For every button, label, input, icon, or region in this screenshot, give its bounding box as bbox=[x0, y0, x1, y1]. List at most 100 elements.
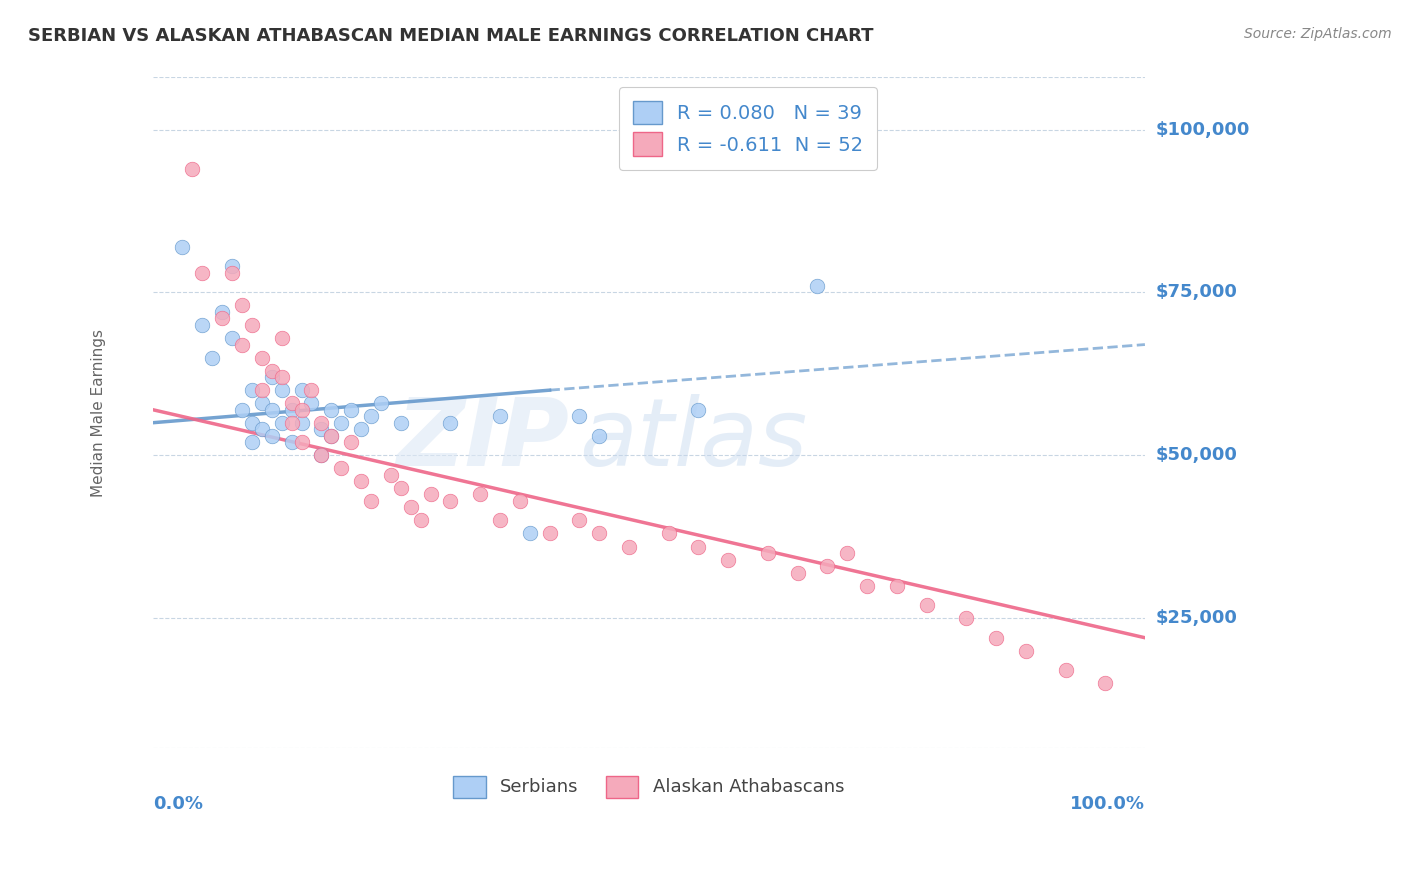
Point bbox=[240, 318, 263, 332]
Point bbox=[856, 579, 879, 593]
Point bbox=[311, 448, 333, 462]
Point bbox=[806, 279, 828, 293]
Text: $50,000: $50,000 bbox=[1156, 446, 1237, 465]
Point bbox=[340, 402, 363, 417]
Point bbox=[250, 422, 273, 436]
Point bbox=[330, 461, 353, 475]
Point bbox=[409, 513, 432, 527]
Point bbox=[955, 611, 977, 625]
Point bbox=[191, 318, 214, 332]
Legend: Serbians, Alaskan Athabascans: Serbians, Alaskan Athabascans bbox=[444, 766, 853, 806]
Point bbox=[588, 526, 610, 541]
Point bbox=[1094, 676, 1116, 690]
Point bbox=[568, 513, 591, 527]
Point bbox=[290, 435, 312, 450]
Point bbox=[240, 435, 263, 450]
Point bbox=[1015, 644, 1038, 658]
Point bbox=[301, 396, 323, 410]
Point bbox=[311, 422, 333, 436]
Text: $100,000: $100,000 bbox=[1156, 120, 1250, 138]
Point bbox=[301, 383, 323, 397]
Point bbox=[568, 409, 591, 424]
Point bbox=[290, 383, 312, 397]
Point bbox=[519, 526, 541, 541]
Text: $75,000: $75,000 bbox=[1156, 284, 1237, 301]
Point bbox=[1054, 663, 1077, 677]
Point bbox=[470, 487, 492, 501]
Point bbox=[280, 402, 302, 417]
Point bbox=[399, 500, 422, 515]
Point bbox=[588, 429, 610, 443]
Point bbox=[389, 416, 412, 430]
Text: 0.0%: 0.0% bbox=[153, 796, 202, 814]
Point bbox=[280, 435, 302, 450]
Point bbox=[250, 351, 273, 365]
Point bbox=[231, 402, 253, 417]
Point bbox=[240, 383, 263, 397]
Point bbox=[370, 396, 392, 410]
Point bbox=[181, 161, 204, 176]
Point bbox=[538, 526, 561, 541]
Text: ZIP: ZIP bbox=[396, 393, 569, 486]
Point bbox=[240, 416, 263, 430]
Text: atlas: atlas bbox=[579, 394, 807, 485]
Point bbox=[419, 487, 441, 501]
Point bbox=[201, 351, 224, 365]
Point bbox=[756, 546, 779, 560]
Point bbox=[280, 396, 302, 410]
Point bbox=[321, 429, 343, 443]
Point bbox=[350, 422, 373, 436]
Point bbox=[280, 416, 302, 430]
Point bbox=[439, 416, 461, 430]
Point bbox=[290, 416, 312, 430]
Point bbox=[617, 540, 640, 554]
Point bbox=[221, 260, 243, 274]
Text: 100.0%: 100.0% bbox=[1070, 796, 1144, 814]
Point bbox=[270, 383, 292, 397]
Point bbox=[270, 370, 292, 384]
Point bbox=[250, 396, 273, 410]
Point bbox=[658, 526, 681, 541]
Point bbox=[717, 552, 740, 566]
Text: SERBIAN VS ALASKAN ATHABASCAN MEDIAN MALE EARNINGS CORRELATION CHART: SERBIAN VS ALASKAN ATHABASCAN MEDIAN MAL… bbox=[28, 27, 873, 45]
Point bbox=[172, 240, 194, 254]
Point bbox=[321, 402, 343, 417]
Point bbox=[311, 416, 333, 430]
Point bbox=[311, 448, 333, 462]
Point bbox=[290, 402, 312, 417]
Point bbox=[250, 383, 273, 397]
Point bbox=[688, 540, 710, 554]
Point bbox=[321, 429, 343, 443]
Point bbox=[270, 416, 292, 430]
Point bbox=[330, 416, 353, 430]
Point bbox=[260, 402, 283, 417]
Point bbox=[260, 363, 283, 377]
Point bbox=[360, 409, 382, 424]
Point bbox=[984, 631, 1007, 645]
Point bbox=[211, 311, 233, 326]
Point bbox=[380, 467, 402, 482]
Point bbox=[211, 305, 233, 319]
Point bbox=[270, 331, 292, 345]
Point bbox=[260, 370, 283, 384]
Text: Median Male Earnings: Median Male Earnings bbox=[90, 329, 105, 497]
Point bbox=[231, 337, 253, 351]
Point bbox=[340, 435, 363, 450]
Point bbox=[191, 266, 214, 280]
Point bbox=[221, 331, 243, 345]
Text: $25,000: $25,000 bbox=[1156, 609, 1237, 627]
Point bbox=[786, 566, 808, 580]
Point bbox=[360, 494, 382, 508]
Point bbox=[389, 481, 412, 495]
Point bbox=[688, 402, 710, 417]
Point bbox=[489, 409, 512, 424]
Point bbox=[439, 494, 461, 508]
Text: Source: ZipAtlas.com: Source: ZipAtlas.com bbox=[1244, 27, 1392, 41]
Point bbox=[260, 429, 283, 443]
Point bbox=[915, 598, 938, 612]
Point bbox=[837, 546, 859, 560]
Point bbox=[350, 475, 373, 489]
Point bbox=[231, 298, 253, 312]
Point bbox=[489, 513, 512, 527]
Point bbox=[886, 579, 908, 593]
